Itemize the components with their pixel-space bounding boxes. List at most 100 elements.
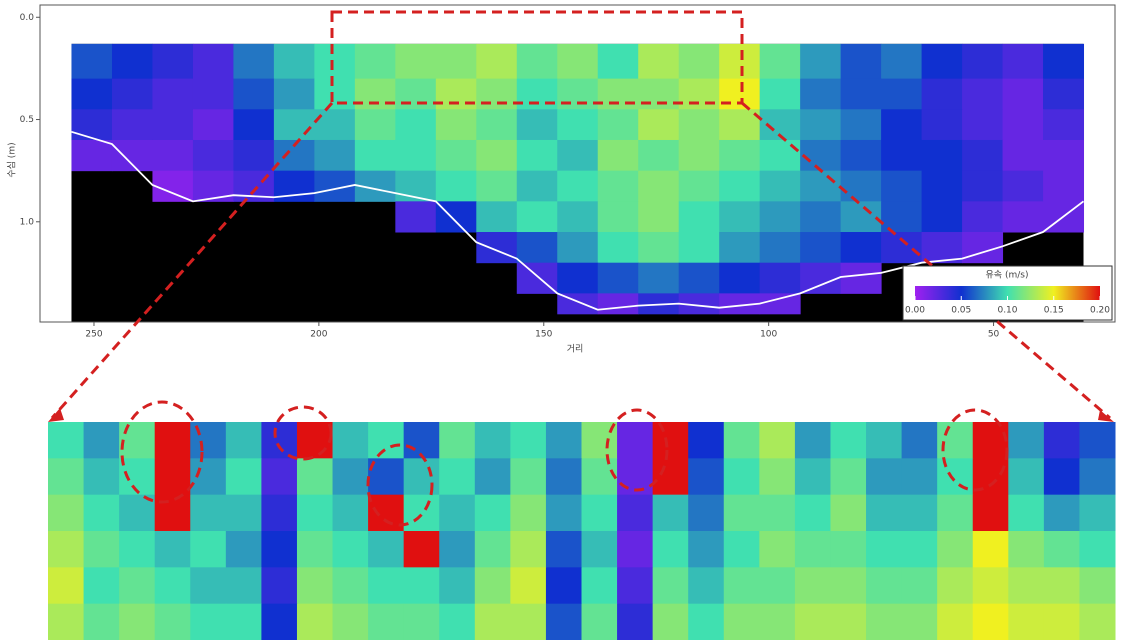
heat-cell [759,43,801,80]
heat-cell [800,139,842,172]
highlight-circle [120,400,204,504]
heat-cell [840,109,882,141]
heat-cell [192,43,234,80]
heat-cell [435,170,477,202]
heat-cell [921,43,963,80]
heat-cell [1043,170,1085,202]
zoom-cell [794,458,831,496]
zoom-cell [190,603,227,640]
zoom-cell [1043,422,1080,459]
zoom-cell [759,458,796,496]
heat-cell [557,170,599,202]
heat-cell [395,109,437,141]
zoom-cell [866,494,903,532]
zoom-cell [296,458,334,496]
zoom-cell [296,531,334,568]
heat-cell [719,232,761,264]
zoom-cell [368,422,405,459]
heat-cell [719,170,761,202]
zoom-cell [403,531,440,568]
heat-cell [435,43,477,80]
zoom-cell [1079,531,1116,568]
heat-cell [557,293,599,315]
heat-cell [354,109,396,141]
heat-cell [71,109,113,141]
zoom-cell [83,567,120,605]
heat-cell [597,109,639,141]
heat-cell [71,78,113,110]
zoom-cell [581,603,618,640]
heat-cell [152,139,194,172]
zoom-cell [83,494,120,532]
zoom-cell [332,422,369,459]
heat-cell [557,78,599,110]
zoom-annotations [48,10,1114,527]
zoom-cell [794,494,831,532]
zoom-cell [759,422,796,459]
zoom-cell [1008,422,1045,459]
zoom-cell [581,458,618,496]
zoom-cell [510,531,547,568]
heat-cell [354,139,396,172]
zoom-cell [830,458,867,496]
heat-cell [840,139,882,172]
zoom-cell [225,567,262,605]
heat-cell [800,201,842,233]
x-tick-label: 100 [760,330,777,340]
zoom-cell [723,422,760,459]
x-axis-label: 거리 [567,344,584,355]
heat-cell [516,170,558,202]
zoom-cell [225,458,262,496]
highlight-circle [941,408,1009,492]
heat-cell [881,201,923,233]
arrow-head [48,408,64,422]
zoom-cell [48,422,85,459]
heat-cell [719,139,761,172]
zoom-cell [119,422,156,459]
heat-cell [962,43,1004,80]
zoom-cell [190,494,227,532]
zoom-cell [652,531,689,568]
x-tick-label: 200 [310,330,327,340]
zoom-cell [652,458,689,496]
x-tick-label: 150 [535,330,552,340]
zoom-cell [296,603,334,640]
zoom-cell [723,603,760,640]
zoom-cell [225,531,262,568]
heat-cell [516,109,558,141]
zoom-cell [154,567,191,605]
heat-cell [314,109,356,141]
heat-cell [192,139,234,172]
zoom-cell [48,567,85,605]
heat-cell [1002,78,1044,110]
zoom-cell [581,567,618,605]
zoom-cell [617,603,654,640]
zoom-connector [741,101,1111,420]
zoom-cell [48,603,85,640]
zoom-cell [901,458,938,496]
heat-cell [233,139,275,172]
y-axis-label: 수심 (m) [7,142,18,177]
zoom-cell [261,531,298,568]
zoom-cell [866,531,903,568]
highlight-circle [605,408,669,492]
heat-cell [435,78,477,110]
colorbar-tick-label: 0.20 [1090,306,1110,316]
zoom-cell [83,531,120,568]
zoom-cell [510,567,547,605]
heat-cell [273,43,315,80]
heat-cell [638,262,680,294]
zoom-cell [332,567,369,605]
heat-cell [759,139,801,172]
heat-cell [395,201,437,233]
zoom-cell [617,567,654,605]
zoom-cell [510,603,547,640]
colorbar-tick-label: 0.00 [905,306,925,316]
zoom-cell [296,422,334,459]
zoom-cell [439,531,476,568]
zoom-cell [545,567,582,605]
heat-cell [597,139,639,172]
heat-cell [476,43,518,80]
zoom-cell [866,422,903,459]
heat-cell [1002,43,1044,80]
